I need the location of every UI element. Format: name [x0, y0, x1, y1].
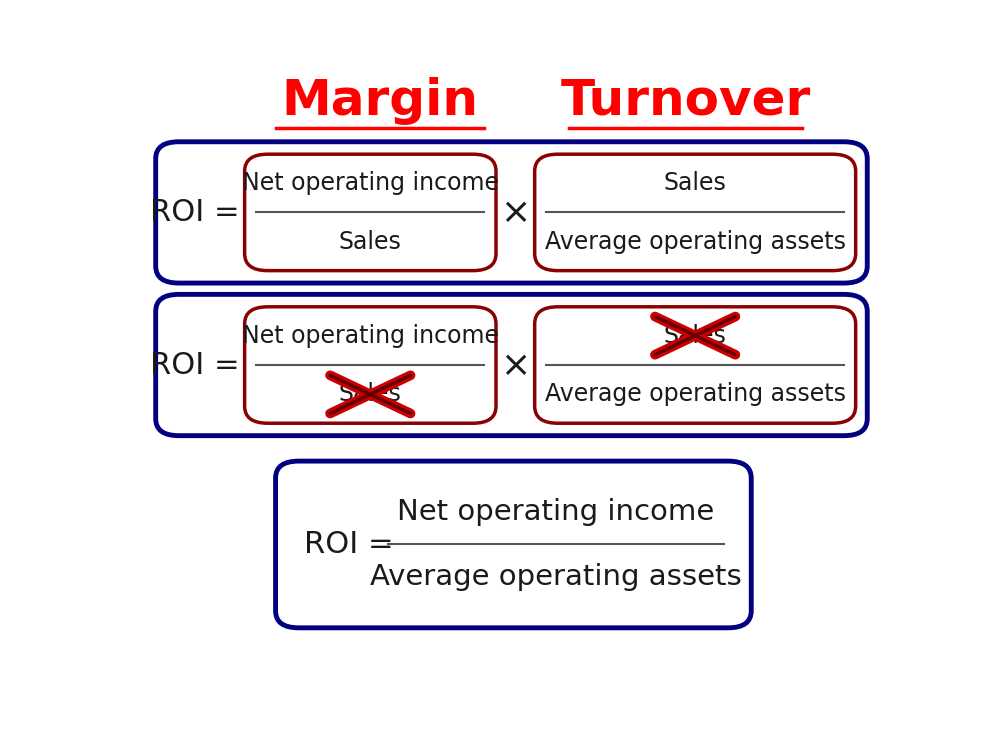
Text: Average operating assets: Average operating assets: [370, 563, 742, 592]
Text: Net operating income: Net operating income: [397, 498, 715, 526]
Text: Average operating assets: Average operating assets: [545, 382, 845, 407]
Text: Net operating income: Net operating income: [242, 324, 499, 348]
Text: Margin: Margin: [281, 77, 478, 125]
Text: Turnover: Turnover: [560, 77, 810, 125]
FancyBboxPatch shape: [156, 294, 867, 436]
FancyBboxPatch shape: [275, 461, 751, 628]
Text: ROI =: ROI =: [150, 351, 240, 379]
Text: ROI =: ROI =: [150, 198, 240, 227]
FancyBboxPatch shape: [535, 307, 855, 424]
Text: Average operating assets: Average operating assets: [545, 230, 845, 254]
Text: Sales: Sales: [664, 171, 727, 195]
Text: $\times$: $\times$: [500, 195, 528, 230]
Text: $\times$: $\times$: [500, 348, 528, 382]
Text: Sales: Sales: [339, 230, 402, 254]
Text: Sales: Sales: [339, 382, 402, 407]
FancyBboxPatch shape: [245, 154, 496, 271]
Text: Sales: Sales: [664, 324, 727, 348]
Text: Net operating income: Net operating income: [242, 171, 499, 195]
FancyBboxPatch shape: [245, 307, 496, 424]
Text: ROI =: ROI =: [304, 530, 394, 559]
FancyBboxPatch shape: [156, 142, 867, 283]
FancyBboxPatch shape: [535, 154, 855, 271]
